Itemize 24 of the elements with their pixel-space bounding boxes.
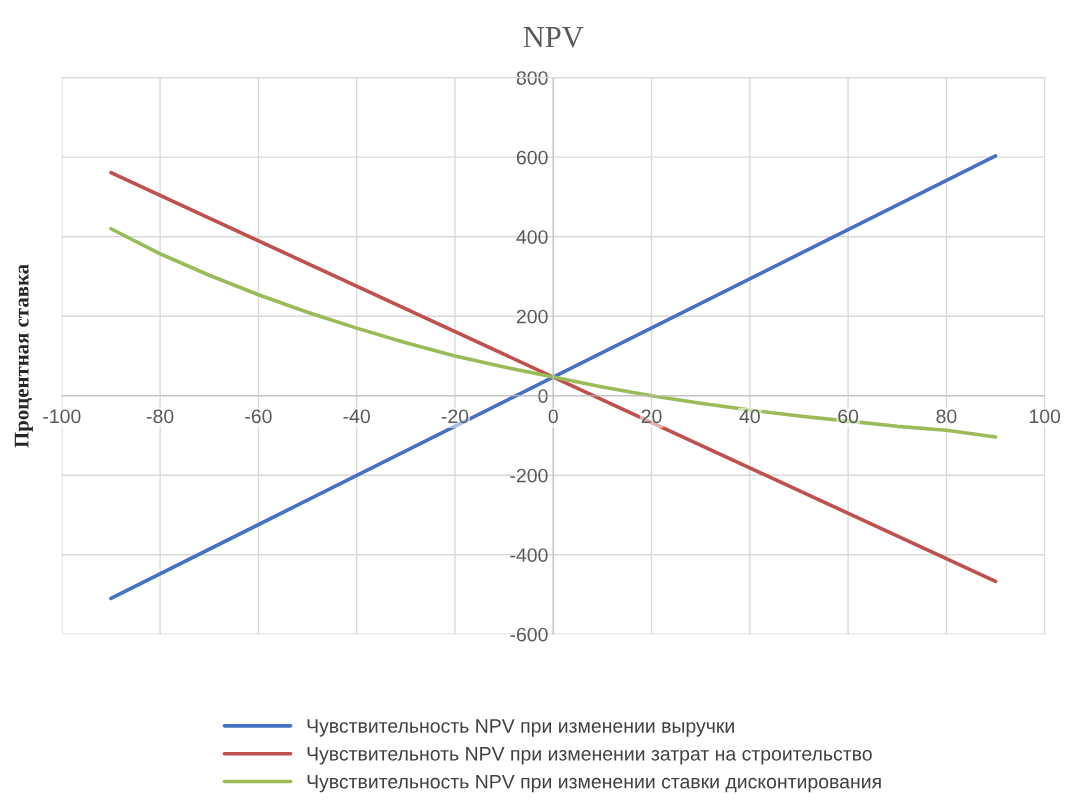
x-tick-label: -100 — [43, 409, 81, 424]
y-tick-label: 0 — [538, 389, 548, 403]
y-tick-label: -200 — [510, 468, 548, 483]
y-axis-title: Процентная ставка — [14, 264, 33, 448]
legend-label: Чувствительноть NPV при изменении затрат на строительство — [307, 747, 872, 765]
x-tick-label: 20 — [641, 409, 662, 424]
x-tick-label: -80 — [146, 409, 174, 424]
y-tick-label: 600 — [516, 150, 548, 165]
chart-title: NPV — [523, 27, 584, 48]
y-tick-label: -600 — [510, 627, 548, 642]
y-tick-label: 200 — [516, 309, 548, 324]
y-tick-label: -400 — [510, 548, 548, 562]
x-tick-label: -20 — [441, 409, 469, 424]
x-tick-label: -60 — [245, 409, 272, 424]
legend-label: Чувствительность NPV при изменении выручки — [307, 719, 734, 737]
y-tick-label: 400 — [516, 230, 548, 244]
x-tick-label: 60 — [838, 409, 859, 424]
x-tick-label: 100 — [1029, 409, 1061, 424]
legend-label: Чувствительность NPV при изменении ставки дисконтирования — [307, 774, 881, 793]
x-tick-label: 40 — [739, 409, 760, 424]
x-tick-label: 80 — [936, 409, 957, 424]
line-series — [109, 226, 998, 439]
x-tick-label: 0 — [548, 409, 558, 424]
x-tick-label: -40 — [343, 409, 370, 424]
